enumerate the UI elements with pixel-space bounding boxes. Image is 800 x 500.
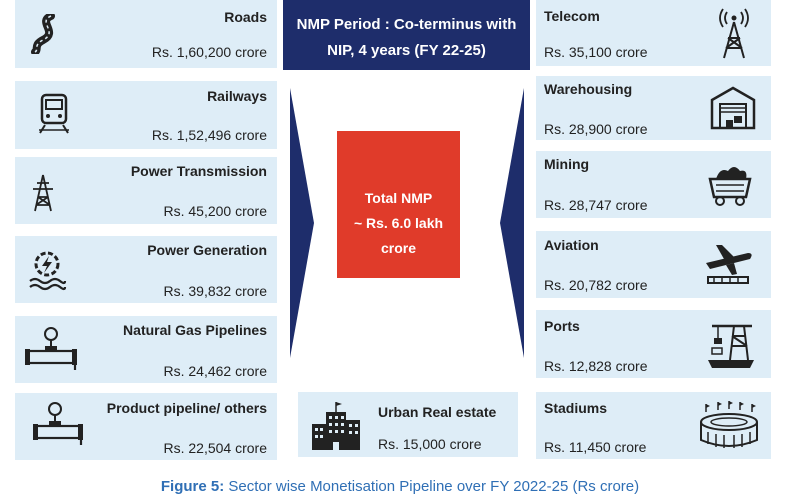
sector-card-roads: Roads Rs. 1,60,200 crore	[15, 0, 277, 68]
airplane-icon	[702, 241, 754, 287]
sector-value: Rs. 11,450 crore	[544, 439, 647, 455]
mining-cart-icon	[706, 161, 754, 207]
warehouse-icon	[710, 86, 756, 130]
total-nmp-box: Total NMP ~ Rs. 6.0 lakh crore	[337, 131, 460, 278]
left-chevron-arrow	[290, 88, 314, 358]
sector-value: Rs. 12,828 crore	[544, 358, 648, 374]
sector-value: Rs. 39,832 crore	[163, 283, 268, 299]
transmission-tower-icon	[29, 173, 57, 213]
train-icon	[37, 93, 71, 135]
sector-value: Rs. 20,782 crore	[544, 277, 648, 293]
nmp-period-header: NMP Period : Co-terminus with NIP, 4 yea…	[283, 0, 530, 70]
gas-pipeline-icon	[25, 326, 81, 372]
sector-value: Rs. 22,504 crore	[163, 440, 268, 456]
caption-text: Sector wise Monetisation Pipeline over F…	[224, 478, 640, 495]
sector-card-stadiums: Stadiums Rs. 11,450 crore	[536, 392, 771, 459]
building-icon	[310, 402, 362, 450]
road-icon	[29, 14, 65, 54]
sector-card-railways: Railways Rs. 1,52,496 crore	[15, 81, 277, 149]
sector-card-ports: Ports Rs. 12,828 crore	[536, 310, 771, 378]
sector-title: Ports	[544, 318, 580, 334]
sector-title: Product pipeline/ others	[106, 400, 267, 416]
power-generation-icon	[27, 248, 67, 292]
header-line1: NMP Period : Co-terminus with	[296, 16, 517, 33]
sector-card-natural-gas-pipelines: Natural Gas Pipelines Rs. 24,462 crore	[15, 316, 277, 383]
caption-label: Figure 5:	[160, 478, 225, 495]
sector-title: Telecom	[544, 8, 600, 24]
sector-title: Natural Gas Pipelines	[123, 322, 267, 338]
port-crane-icon	[708, 316, 756, 372]
total-line2: ~ Rs. 6.0 lakh	[353, 215, 444, 231]
sector-card-power-transmission: Power Transmission Rs. 45,200 crore	[15, 157, 277, 224]
sector-title: Warehousing	[544, 81, 633, 97]
sector-value: Rs. 35,100 crore	[544, 44, 648, 60]
sector-card-telecom: Telecom Rs. 35,100 crore	[536, 0, 771, 66]
sector-card-mining: Mining Rs. 28,747 crore	[536, 151, 771, 218]
header-line2: NIP, 4 years (FY 22-25)	[327, 42, 486, 59]
sector-title: Urban Real estate	[378, 404, 497, 420]
stadium-icon	[698, 400, 760, 452]
sector-value: Rs. 45,200 crore	[163, 203, 268, 219]
sector-card-product-pipeline: Product pipeline/ others Rs. 22,504 cror…	[15, 393, 277, 460]
sector-title: Mining	[544, 156, 590, 172]
sector-card-aviation: Aviation Rs. 20,782 crore	[536, 231, 771, 298]
telecom-tower-icon	[714, 8, 754, 60]
sector-value: Rs. 24,462 crore	[163, 363, 268, 379]
sector-value: Rs. 28,747 crore	[544, 197, 648, 213]
product-pipeline-icon	[33, 401, 87, 447]
sector-card-warehousing: Warehousing Rs. 28,900 crore	[536, 76, 771, 140]
sector-title: Power Generation	[147, 242, 267, 258]
sector-title: Stadiums	[544, 400, 608, 416]
right-chevron-arrow	[500, 88, 524, 358]
sector-title: Power Transmission	[130, 163, 267, 179]
sector-value: Rs. 28,900 crore	[544, 121, 648, 137]
sector-title: Roads	[224, 9, 267, 25]
sector-title: Railways	[207, 88, 267, 104]
figure-caption: Figure 5: Sector wise Monetisation Pipel…	[0, 478, 800, 495]
total-line1: Total NMP	[364, 190, 433, 206]
sector-value: Rs. 15,000 crore	[378, 436, 482, 452]
sector-card-power-generation: Power Generation Rs. 39,832 crore	[15, 236, 277, 303]
sector-title: Aviation	[544, 237, 599, 253]
sector-value: Rs. 1,60,200 crore	[151, 44, 267, 60]
sector-value: Rs. 1,52,496 crore	[151, 127, 267, 143]
total-line3: crore	[380, 240, 417, 256]
sector-card-urban-real-estate: Urban Real estate Rs. 15,000 crore	[298, 392, 518, 457]
